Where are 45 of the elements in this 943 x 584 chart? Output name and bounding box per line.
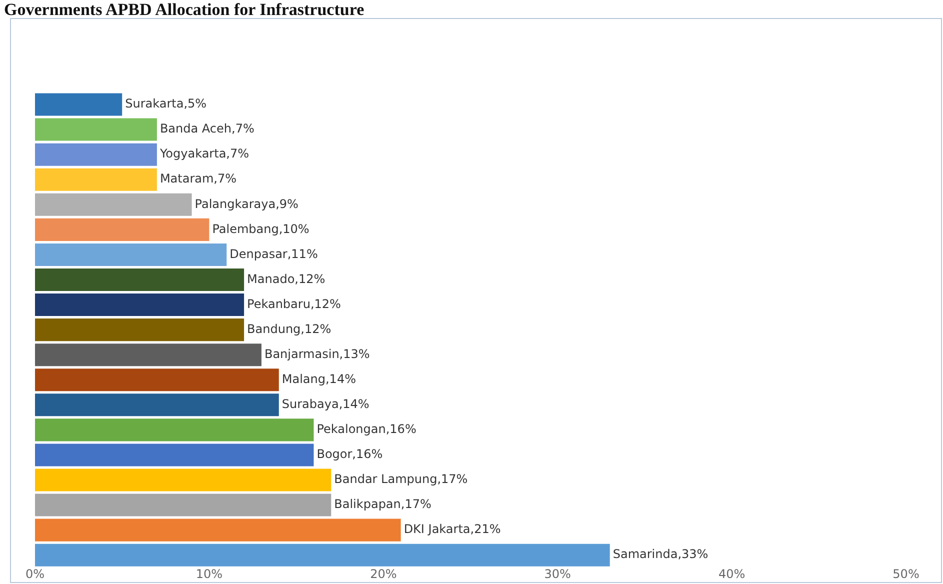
bar bbox=[35, 518, 401, 542]
bar bbox=[35, 394, 279, 416]
data-label: Palangkaraya,9% bbox=[194, 196, 298, 211]
data-label: Yogyakarta,7% bbox=[158, 146, 250, 161]
data-label: Samarinda,33% bbox=[612, 547, 708, 562]
data-label: Banjarmasin,13% bbox=[264, 346, 370, 361]
data-label: Mataram,7% bbox=[160, 172, 237, 186]
bar bbox=[35, 294, 244, 316]
data-label: Pekalongan,16% bbox=[316, 422, 416, 436]
data-label: DKI Jakarta,21% bbox=[404, 522, 501, 536]
data-label: Manado,12% bbox=[247, 272, 326, 286]
bar bbox=[35, 468, 332, 492]
bar bbox=[35, 93, 122, 116]
bar bbox=[35, 118, 157, 141]
data-label: Pekanbaru,12% bbox=[247, 296, 341, 311]
bar bbox=[35, 344, 262, 366]
data-label: Balikpapan,17% bbox=[334, 497, 432, 512]
bar bbox=[35, 494, 332, 516]
bar bbox=[35, 168, 157, 191]
data-label: Malang,14% bbox=[282, 372, 356, 386]
bar bbox=[35, 143, 157, 166]
x-tick-label: 10% bbox=[196, 566, 223, 581]
x-tick-label: 50% bbox=[892, 566, 920, 581]
bar bbox=[35, 268, 244, 291]
x-tick-label: 30% bbox=[544, 566, 571, 581]
chart-title: Governments APBD Allocation for Infrastructure bbox=[4, 0, 364, 20]
bar bbox=[35, 218, 210, 241]
data-label: Bandar Lampung,17% bbox=[334, 472, 468, 486]
bar bbox=[35, 544, 610, 566]
data-label: Surabaya,14% bbox=[282, 397, 370, 412]
data-label: Denpasar,11% bbox=[230, 246, 318, 261]
data-label: Banda Aceh,7% bbox=[160, 122, 254, 136]
data-label: Surakarta,5% bbox=[125, 96, 207, 111]
x-tick-label: 0% bbox=[25, 566, 45, 581]
data-label: Bogor,16% bbox=[316, 447, 383, 462]
bar bbox=[35, 368, 279, 392]
x-tick-label: 40% bbox=[718, 566, 746, 581]
bar bbox=[35, 193, 192, 216]
data-label: Palembang,10% bbox=[212, 222, 310, 236]
bar bbox=[35, 418, 314, 442]
bar bbox=[35, 318, 244, 342]
bar bbox=[35, 444, 314, 466]
x-tick-label: 20% bbox=[370, 566, 397, 581]
bar bbox=[35, 243, 227, 266]
data-label: Bandung,12% bbox=[247, 322, 332, 336]
